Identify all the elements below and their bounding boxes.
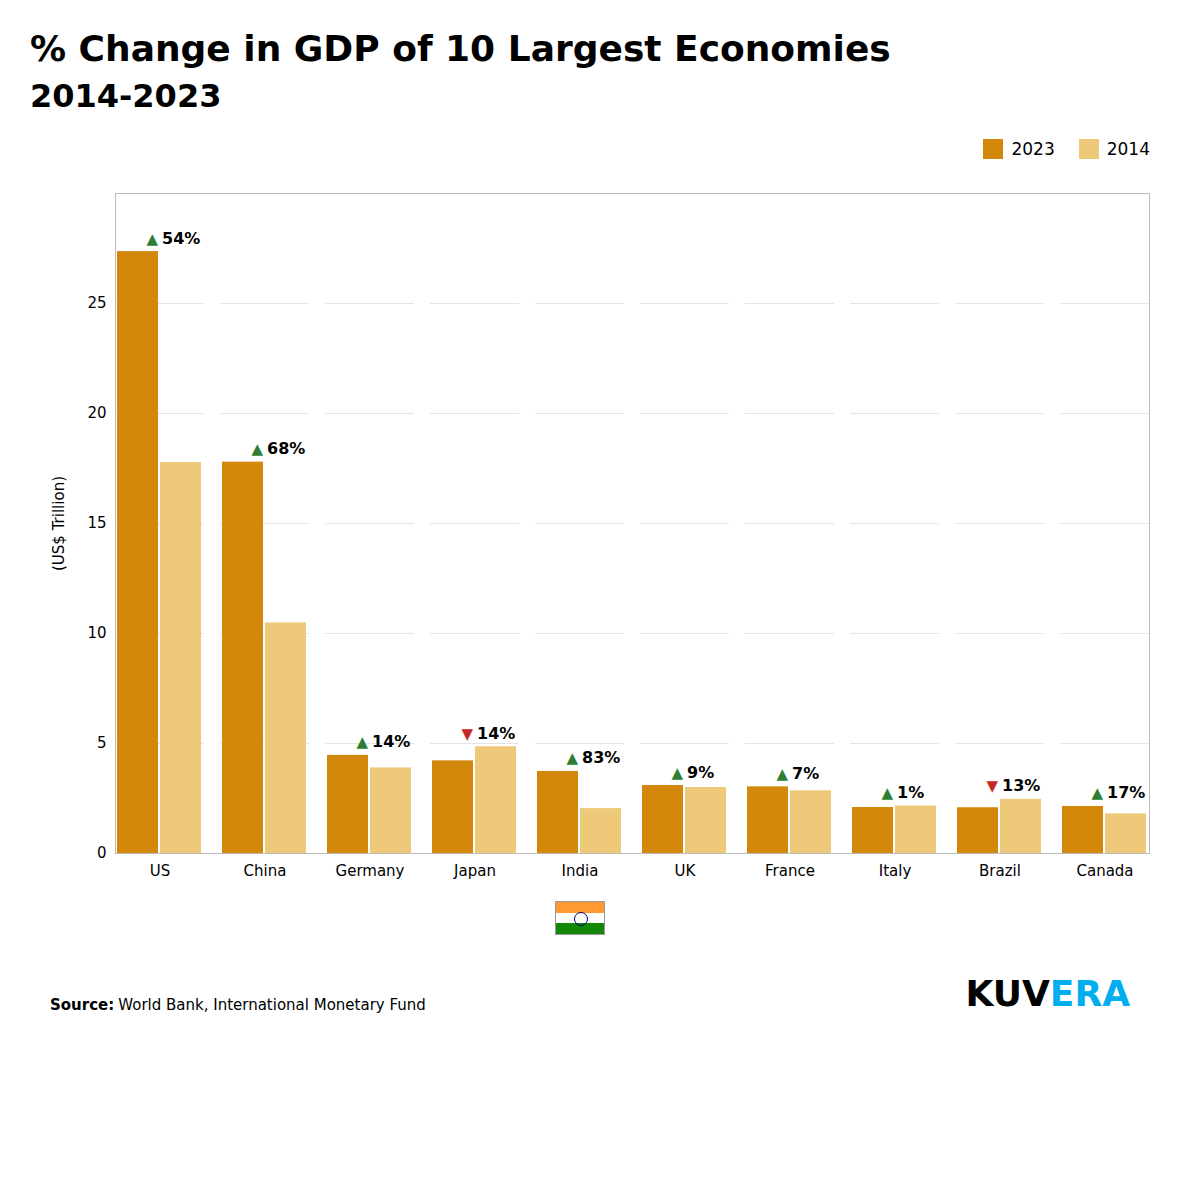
- svg-text:▼: ▼: [461, 725, 473, 743]
- svg-text:54%: 54%: [162, 229, 200, 248]
- html-text:% Change in GDP of 10 Largest: % Change in GDP of 10 Largest Economies: [30, 28, 891, 69]
- svg-text:68%: 68%: [267, 439, 305, 458]
- html-text:Source: World Bank, Internatio: Source: World Bank, International Moneta…: [50, 996, 426, 1014]
- svg-text:Brazil: Brazil: [979, 862, 1021, 880]
- html-text:2014: 2014: [1106, 139, 1150, 159]
- svg-text:7%: 7%: [792, 764, 819, 783]
- svg-text:China: China: [244, 862, 287, 880]
- svg-text:▲: ▲: [671, 764, 683, 782]
- svg-text:13%: 13%: [1002, 776, 1040, 795]
- svg-text:▲: ▲: [251, 440, 263, 458]
- svg-text:Germany: Germany: [336, 862, 405, 880]
- svg-text:France: France: [765, 862, 815, 880]
- svg-text:UK: UK: [675, 862, 697, 880]
- html-text:2014-2023: 2014-2023: [30, 77, 222, 115]
- svg-text:5: 5: [97, 734, 107, 752]
- svg-text:14%: 14%: [477, 724, 515, 743]
- svg-text:Japan: Japan: [453, 862, 496, 880]
- svg-text:▲: ▲: [566, 749, 578, 767]
- svg-text:17%: 17%: [1107, 783, 1145, 802]
- svg-text:▲: ▲: [356, 733, 368, 751]
- svg-text:9%: 9%: [687, 763, 714, 782]
- svg-text:15: 15: [87, 514, 106, 532]
- svg-text:▲: ▲: [776, 765, 788, 783]
- svg-text:1%: 1%: [897, 783, 924, 802]
- svg-text:14%: 14%: [372, 732, 410, 751]
- svg-text:25: 25: [87, 294, 106, 312]
- svg-text:▲: ▲: [146, 230, 158, 248]
- svg-text:20: 20: [87, 404, 106, 422]
- svg-text:▲: ▲: [1091, 784, 1103, 802]
- svg-text:Italy: Italy: [879, 862, 912, 880]
- svg-text:0: 0: [97, 844, 107, 862]
- svg-text:▼: ▼: [986, 777, 998, 795]
- svg-text:India: India: [562, 862, 599, 880]
- svg-text:10: 10: [87, 624, 106, 642]
- svg-text:83%: 83%: [582, 748, 620, 767]
- svg-text:Canada: Canada: [1076, 862, 1133, 880]
- html-text:2023: 2023: [1011, 139, 1055, 159]
- html-text:KUV ERA: KUV ERA: [965, 973, 1130, 1014]
- svg-text:(US$ Trillion): (US$ Trillion): [50, 476, 68, 571]
- svg-text:US: US: [150, 862, 171, 880]
- svg-text:▲: ▲: [881, 784, 893, 802]
